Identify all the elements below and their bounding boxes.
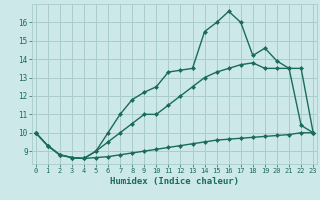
X-axis label: Humidex (Indice chaleur): Humidex (Indice chaleur)	[110, 177, 239, 186]
